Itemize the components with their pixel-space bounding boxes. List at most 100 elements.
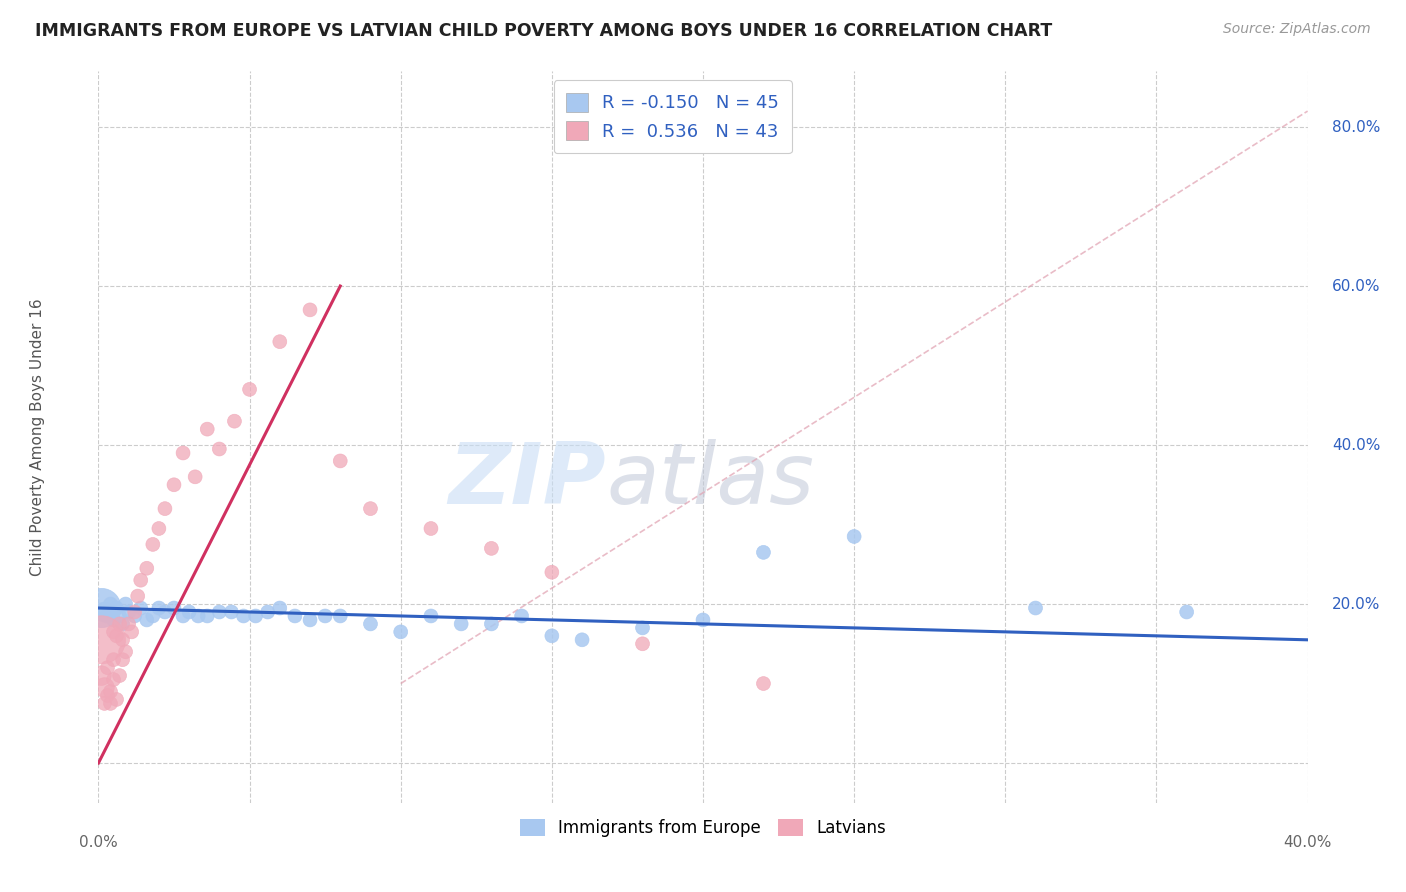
Point	[245, 609, 267, 624]
Point	[179, 605, 201, 619]
Point	[195, 609, 218, 624]
Point	[90, 632, 112, 647]
Point	[172, 446, 194, 460]
Point	[129, 601, 152, 615]
Text: 80.0%: 80.0%	[1331, 120, 1381, 135]
Point	[142, 609, 165, 624]
Point	[108, 616, 131, 631]
Point	[571, 632, 593, 647]
Point	[118, 616, 141, 631]
Point	[96, 689, 118, 703]
Point	[100, 597, 122, 611]
Point	[208, 605, 231, 619]
Point	[118, 605, 141, 619]
Point	[163, 601, 186, 615]
Point	[329, 609, 352, 624]
Point	[111, 653, 134, 667]
Point	[135, 561, 157, 575]
Text: 40.0%: 40.0%	[1331, 438, 1381, 452]
Point	[93, 605, 115, 619]
Point	[540, 566, 562, 580]
Point	[103, 653, 125, 667]
Point	[208, 442, 231, 456]
Point	[1175, 605, 1198, 619]
Text: atlas: atlas	[606, 440, 814, 523]
Point	[124, 605, 146, 619]
Point	[124, 609, 146, 624]
Text: 0.0%: 0.0%	[79, 835, 118, 849]
Point	[111, 632, 134, 647]
Point	[844, 529, 866, 543]
Text: Source: ZipAtlas.com: Source: ZipAtlas.com	[1223, 22, 1371, 37]
Point	[195, 422, 218, 436]
Point	[142, 537, 165, 551]
Point	[148, 521, 170, 535]
Point	[269, 601, 291, 615]
Text: ZIP: ZIP	[449, 440, 606, 523]
Point	[111, 616, 134, 631]
Text: 20.0%: 20.0%	[1331, 597, 1381, 612]
Point	[232, 609, 254, 624]
Point	[420, 521, 443, 535]
Legend: Immigrants from Europe, Latvians: Immigrants from Europe, Latvians	[512, 811, 894, 846]
Point	[172, 609, 194, 624]
Point	[93, 697, 115, 711]
Point	[105, 692, 128, 706]
Point	[481, 541, 503, 556]
Point	[90, 601, 112, 615]
Point	[360, 501, 382, 516]
Point	[631, 621, 654, 635]
Point	[90, 668, 112, 682]
Text: 60.0%: 60.0%	[1331, 278, 1381, 293]
Point	[1024, 601, 1046, 615]
Point	[187, 609, 209, 624]
Point	[239, 383, 262, 397]
Point	[114, 597, 136, 611]
Point	[114, 645, 136, 659]
Point	[540, 629, 562, 643]
Point	[284, 609, 307, 624]
Point	[224, 414, 246, 428]
Point	[481, 616, 503, 631]
Point	[105, 629, 128, 643]
Point	[103, 613, 125, 627]
Text: 40.0%: 40.0%	[1284, 835, 1331, 849]
Point	[184, 470, 207, 484]
Point	[129, 573, 152, 587]
Point	[105, 601, 128, 615]
Point	[752, 676, 775, 690]
Point	[93, 681, 115, 695]
Point	[389, 624, 412, 639]
Point	[96, 660, 118, 674]
Point	[299, 302, 322, 317]
Point	[360, 616, 382, 631]
Point	[221, 605, 243, 619]
Point	[752, 545, 775, 559]
Point	[135, 613, 157, 627]
Point	[269, 334, 291, 349]
Point	[256, 605, 278, 619]
Point	[121, 624, 143, 639]
Point	[510, 609, 533, 624]
Point	[103, 624, 125, 639]
Text: IMMIGRANTS FROM EUROPE VS LATVIAN CHILD POVERTY AMONG BOYS UNDER 16 CORRELATION : IMMIGRANTS FROM EUROPE VS LATVIAN CHILD …	[35, 22, 1053, 40]
Point	[148, 601, 170, 615]
Point	[108, 668, 131, 682]
Point	[127, 589, 149, 603]
Point	[100, 697, 122, 711]
Point	[153, 605, 176, 619]
Point	[163, 477, 186, 491]
Point	[100, 684, 122, 698]
Point	[314, 609, 336, 624]
Point	[108, 609, 131, 624]
Point	[450, 616, 472, 631]
Point	[299, 613, 322, 627]
Point	[692, 613, 714, 627]
Text: Child Poverty Among Boys Under 16: Child Poverty Among Boys Under 16	[31, 298, 45, 576]
Point	[103, 673, 125, 687]
Point	[631, 637, 654, 651]
Point	[420, 609, 443, 624]
Point	[329, 454, 352, 468]
Point	[153, 501, 176, 516]
Point	[96, 609, 118, 624]
